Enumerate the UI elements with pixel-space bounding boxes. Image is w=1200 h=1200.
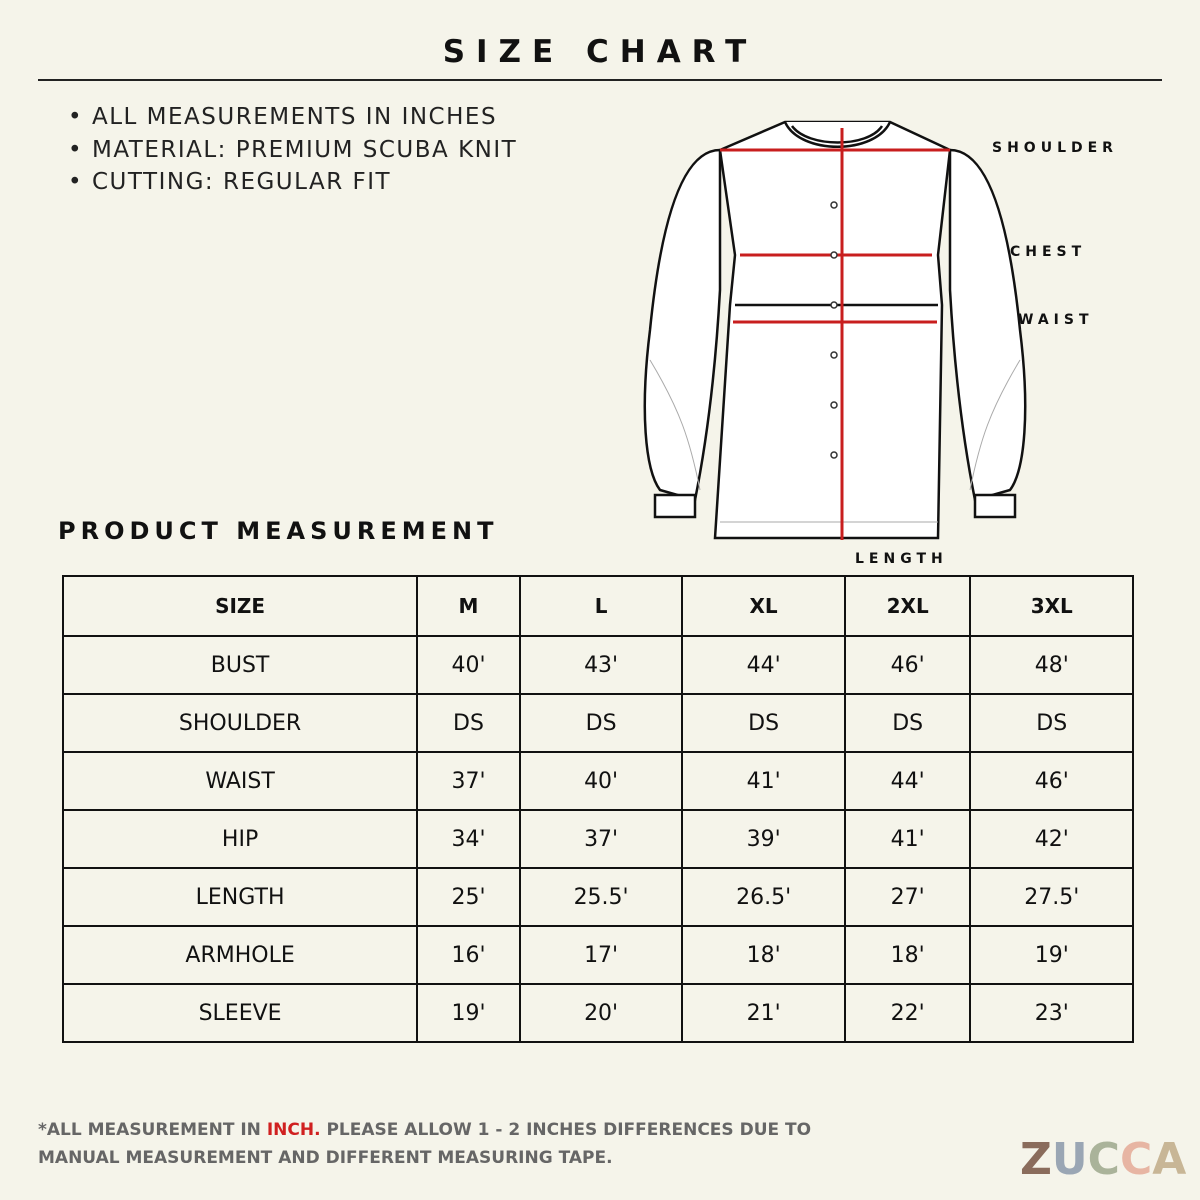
- row-label: SLEEVE: [61, 983, 419, 1043]
- note: ALL MEASUREMENTS IN INCHES: [68, 104, 497, 130]
- diagram-label: LENGTH: [855, 551, 948, 567]
- header-row: SIZE M L XL 2XL 3XL: [61, 575, 1134, 637]
- section-title: PRODUCT MEASUREMENT: [58, 517, 499, 545]
- diagram-label: SHOULDER: [992, 140, 1118, 156]
- table-row: WAIST 37' 40' 41' 44' 46': [61, 751, 1134, 811]
- cell: 41': [843, 809, 972, 869]
- cell: 19': [969, 925, 1134, 985]
- table-row: SHOULDER DS DS DS DS DS: [61, 693, 1134, 753]
- cell: 22': [843, 983, 972, 1043]
- cell: 19': [416, 983, 521, 1043]
- cell: DS: [843, 693, 972, 753]
- header-cell: L: [518, 575, 684, 637]
- cell: 40': [518, 751, 684, 811]
- logo-letter: C: [1087, 1134, 1120, 1185]
- header-cell: XL: [681, 575, 846, 637]
- cell: 37': [518, 809, 684, 869]
- cell: 46': [969, 751, 1134, 811]
- diagram-label: WAIST: [1018, 312, 1094, 328]
- cell: 18': [843, 925, 972, 985]
- footnote-text: *ALL MEASUREMENT IN: [38, 1120, 267, 1140]
- header-cell: M: [416, 575, 521, 637]
- note: CUTTING: REGULAR FIT: [68, 169, 391, 195]
- title: SIZE CHART: [442, 34, 758, 70]
- row-label: HIP: [61, 809, 419, 869]
- table-row: HIP 34' 37' 39' 41' 42': [61, 809, 1134, 869]
- cell: 20': [518, 983, 684, 1043]
- cell: DS: [969, 693, 1134, 753]
- cell: 41': [681, 751, 846, 811]
- cell: DS: [681, 693, 846, 753]
- cell: 26.5': [681, 867, 846, 927]
- header-cell: 3XL: [969, 575, 1134, 637]
- row-label: BUST: [61, 635, 419, 695]
- cell: 27': [843, 867, 972, 927]
- cell: DS: [416, 693, 521, 753]
- logo-letter: Z: [1020, 1134, 1052, 1185]
- row-label: LENGTH: [61, 867, 419, 927]
- logo-letter: U: [1051, 1134, 1088, 1185]
- cell: 42': [969, 809, 1134, 869]
- header-cell: SIZE: [61, 575, 419, 637]
- divider: [38, 79, 1162, 81]
- cell: 46': [843, 635, 972, 695]
- cell: 16': [416, 925, 521, 985]
- logo-letter: A: [1152, 1134, 1187, 1185]
- cell: 37': [416, 751, 521, 811]
- diagram-label: CHEST: [1010, 244, 1087, 260]
- cell: 39': [681, 809, 846, 869]
- logo: ZUCCA: [1020, 1134, 1186, 1185]
- cell: 17': [518, 925, 684, 985]
- cell: 27.5': [969, 867, 1134, 927]
- cell: 25.5': [518, 867, 684, 927]
- cell: DS: [518, 693, 684, 753]
- cell: 43': [518, 635, 684, 695]
- cell: 44': [681, 635, 846, 695]
- cell: 34': [416, 809, 521, 869]
- row-label: SHOULDER: [61, 693, 419, 753]
- size-table: SIZE M L XL 2XL 3XL BUST 40' 43' 44' 46' 48' SHOULDE…: [61, 575, 1134, 1043]
- garment-diagram: [643, 120, 1027, 540]
- header-cell: 2XL: [843, 575, 972, 637]
- cell: 18': [681, 925, 846, 985]
- row-label: ARMHOLE: [61, 925, 419, 985]
- logo-letter: C: [1119, 1134, 1153, 1185]
- table-row: BUST 40' 43' 44' 46' 48': [61, 635, 1134, 695]
- row-label: WAIST: [61, 751, 419, 811]
- table-row: ARMHOLE 16' 17' 18' 18' 19': [61, 925, 1134, 985]
- cell: 40': [416, 635, 521, 695]
- cell: 23': [969, 983, 1134, 1043]
- footnote: *ALL MEASUREMENT IN INCH. PLEASE ALLOW 1…: [38, 1116, 858, 1172]
- measure-lines: [720, 128, 950, 540]
- cell: 44': [843, 751, 972, 811]
- table-row: SLEEVE 19' 20' 21' 22' 23': [61, 983, 1134, 1043]
- garment: [643, 120, 1027, 540]
- cell: 25': [416, 867, 521, 927]
- cell: 48': [969, 635, 1134, 695]
- footnote-highlight: INCH.: [266, 1120, 321, 1140]
- note: MATERIAL: PREMIUM SCUBA KNIT: [68, 137, 517, 163]
- cell: 21': [681, 983, 846, 1043]
- table-row: LENGTH 25' 25.5' 26.5' 27' 27.5': [61, 867, 1134, 927]
- footnote-text: PLEASE ALLOW 1 - 2 INCHES DIFFERENCES DU…: [38, 1120, 812, 1168]
